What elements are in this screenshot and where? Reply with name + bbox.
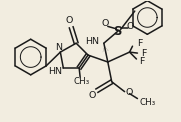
Text: CH₃: CH₃ — [139, 98, 155, 107]
Text: N: N — [55, 43, 62, 52]
Text: O: O — [88, 91, 96, 100]
Text: F: F — [137, 39, 142, 48]
Text: O: O — [126, 88, 133, 97]
Text: CH₃: CH₃ — [74, 77, 90, 86]
Text: O: O — [66, 16, 73, 25]
Text: F: F — [139, 57, 144, 66]
Text: F: F — [141, 49, 146, 58]
Text: HN: HN — [85, 37, 99, 46]
Text: O: O — [127, 22, 134, 31]
Text: O: O — [101, 19, 109, 28]
Text: S: S — [113, 25, 122, 38]
Text: HN: HN — [48, 67, 62, 76]
